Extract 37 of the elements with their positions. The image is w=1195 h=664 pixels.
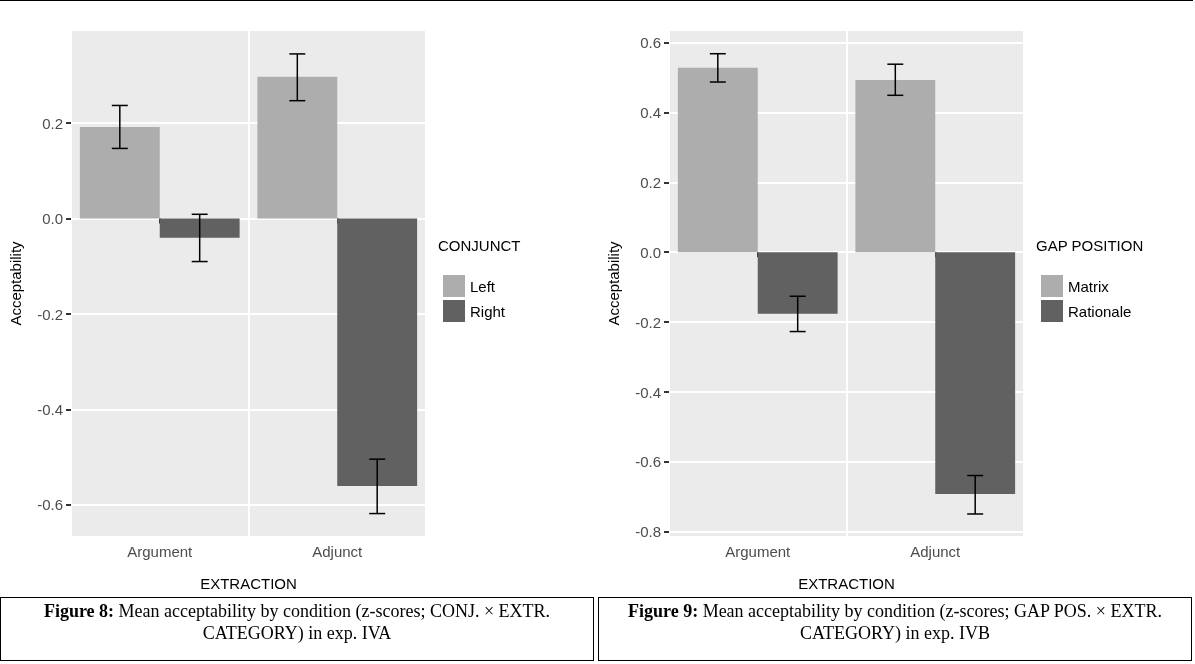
legend-label: Rationale [1068, 302, 1132, 320]
y-tick-label: 0.4 [640, 103, 661, 121]
x-tick-label: Argument [725, 543, 792, 560]
bar [257, 76, 338, 219]
legend-label: Right [470, 302, 506, 320]
y-tick-label: -0.4 [37, 401, 63, 419]
y-tick-label: -0.6 [635, 453, 661, 471]
y-tick-label: -0.8 [635, 523, 661, 541]
x-tick-label: Adjunct [312, 543, 364, 560]
y-tick-label: 0.0 [640, 243, 661, 261]
y-tick-label: -0.2 [37, 305, 63, 323]
y-tick-label: -0.2 [635, 313, 661, 331]
y-tick-label: 0.2 [640, 173, 661, 191]
y-tick-label: -0.4 [635, 383, 661, 401]
caption: Figure 8: Mean acceptability by condition (z-scores; CONJ. × EXTR. CATEGORY) in exp. IVA [0, 597, 594, 661]
bar [855, 79, 936, 253]
legend-label: Matrix [1068, 277, 1110, 295]
bar [757, 252, 838, 314]
y-tick-label: 0.6 [640, 34, 661, 52]
legend-title: CONJUNCT [438, 237, 521, 254]
y-axis-title: Acceptability [605, 240, 622, 326]
bar [79, 126, 160, 219]
bar [935, 252, 1016, 495]
y-tick-label: 0.2 [42, 114, 63, 132]
y-axis-title: Acceptability [7, 240, 24, 326]
bar [159, 218, 240, 238]
y-tick-label: 0.0 [42, 210, 63, 228]
x-tick-label: Adjunct [910, 543, 962, 560]
y-tick-label: -0.6 [37, 496, 63, 514]
x-axis-title: EXTRACTION [200, 575, 297, 592]
legend-label: Left [470, 277, 496, 295]
caption: Figure 9: Mean acceptability by condition (z-scores; GAP POS. × EXTR. CATEGORY) in exp. IVB [598, 597, 1192, 661]
x-axis-title: EXTRACTION [798, 575, 895, 592]
bar [337, 218, 418, 486]
x-tick-label: Argument [127, 543, 194, 560]
legend-title: GAP POSITION [1036, 237, 1144, 254]
bar [677, 67, 758, 253]
